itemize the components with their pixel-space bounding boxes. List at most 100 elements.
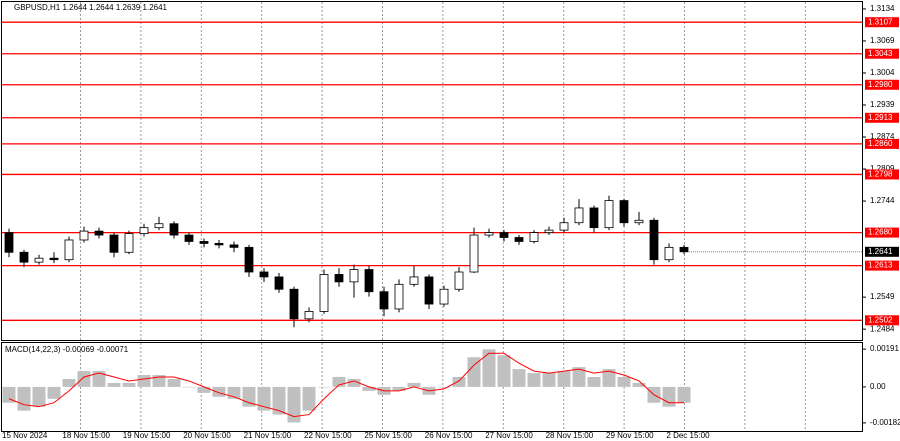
y-tick-label: -0.00182: [870, 418, 900, 427]
level-label-box: [865, 17, 899, 28]
level-label: 1.2860: [868, 139, 893, 148]
x-tick-label: 18 Nov 15:00: [62, 431, 110, 440]
y-tick-label: 1.3134: [870, 4, 895, 13]
candle-body: [139, 227, 149, 234]
candle-body: [619, 200, 629, 224]
macd-bar: [467, 357, 481, 387]
candle-body: [559, 222, 569, 231]
level-label-box: [865, 315, 899, 326]
candle-body: [454, 271, 464, 290]
level-label: 1.3043: [868, 49, 893, 58]
macd-bar: [587, 377, 601, 387]
macd-bar: [452, 377, 466, 387]
macd-bar: [272, 386, 286, 415]
macd-bar: [542, 373, 556, 387]
macd-bar: [47, 386, 61, 399]
macd-bar: [77, 371, 91, 387]
macd-bar: [527, 373, 541, 387]
candle-body: [244, 246, 254, 273]
macd-bar: [662, 386, 676, 407]
macd-bar: [602, 369, 616, 387]
candle-body: [394, 283, 404, 310]
candle-body: [4, 232, 14, 253]
macd-bar: [617, 377, 631, 387]
macd-bar: [227, 386, 241, 399]
macd-bar: [362, 386, 376, 391]
level-label-box: [865, 169, 899, 180]
macd-bar: [167, 378, 181, 387]
macd-bar: [152, 375, 166, 387]
macd-bar: [107, 382, 121, 387]
macd-bar: [392, 386, 406, 391]
candle-body: [364, 269, 374, 293]
y-tick-label: 1.3069: [870, 36, 895, 45]
level-label: 1.2913: [868, 113, 893, 122]
candle-body: [589, 207, 599, 229]
candle-body: [634, 219, 644, 224]
price-panel: [1, 1, 863, 341]
candle-body: [274, 276, 284, 290]
candle-body: [679, 246, 689, 253]
candle-body: [259, 271, 269, 278]
current-price-label: 1.2641: [868, 247, 893, 256]
macd-bar: [512, 369, 526, 387]
x-tick-label: 15 Nov 2024: [2, 431, 48, 440]
level-label-box: [865, 260, 899, 271]
x-tick-label: 21 Nov 15:00: [244, 431, 292, 440]
candle-body: [94, 230, 104, 236]
y-tick-label: 1.2939: [870, 100, 895, 109]
macd-bar: [182, 386, 196, 388]
level-label-box: [865, 48, 899, 59]
candle-body: [49, 257, 59, 261]
candle-body: [199, 241, 209, 244]
y-tick-label: 1.3004: [870, 68, 895, 77]
level-label-box: [865, 112, 899, 123]
macd-bar: [557, 371, 571, 387]
macd-bar: [632, 382, 646, 387]
macd-bar: [2, 386, 16, 403]
candle-body: [484, 232, 494, 236]
candle-body: [34, 257, 44, 263]
candle-body: [424, 276, 434, 305]
macd-bar: [317, 386, 331, 388]
level-label: 1.2613: [868, 261, 893, 270]
level-label: 1.2502: [868, 315, 893, 324]
level-label-box: [865, 138, 899, 149]
y-tick-label: 1.2549: [870, 292, 895, 301]
macd-bar: [482, 349, 496, 387]
candle-body: [64, 239, 74, 261]
x-tick-label: 25 Nov 15:00: [364, 431, 412, 440]
x-tick-label: 22 Nov 15:00: [304, 431, 352, 440]
candle-body: [109, 234, 119, 253]
candle-body: [184, 234, 194, 242]
macd-bar: [572, 367, 586, 387]
symbol-header: GBPUSD,H1 1.2644 1.2644 1.2639 1.2641: [14, 3, 168, 12]
candle-body: [304, 311, 314, 320]
macd-bar: [17, 386, 31, 411]
candle-body: [124, 233, 134, 253]
macd-title: MACD(14,22,3) -0.00069 -0.00071: [5, 345, 129, 354]
candle-body: [469, 234, 479, 273]
candle-body: [379, 291, 389, 310]
candle-body: [289, 288, 299, 320]
macd-bar: [32, 386, 46, 407]
x-tick-label: 20 Nov 15:00: [183, 431, 231, 440]
macd-bar: [62, 378, 76, 387]
x-tick-label: 29 Nov 15:00: [606, 431, 654, 440]
candle-body: [19, 251, 29, 263]
macd-bar: [287, 386, 301, 423]
macd-bar: [197, 386, 211, 393]
candle-body: [529, 232, 539, 242]
level-label: 1.3107: [868, 17, 893, 26]
macd-bar: [407, 382, 421, 387]
candle-body: [214, 243, 224, 246]
candle-body: [319, 274, 329, 312]
y-tick-label: 1.2484: [870, 324, 895, 333]
macd-bar: [92, 371, 106, 387]
y-tick-label: 1.2744: [870, 196, 895, 205]
y-tick-label: 1.2874: [870, 132, 895, 141]
candle-body: [154, 223, 164, 229]
candle-body: [664, 246, 674, 261]
